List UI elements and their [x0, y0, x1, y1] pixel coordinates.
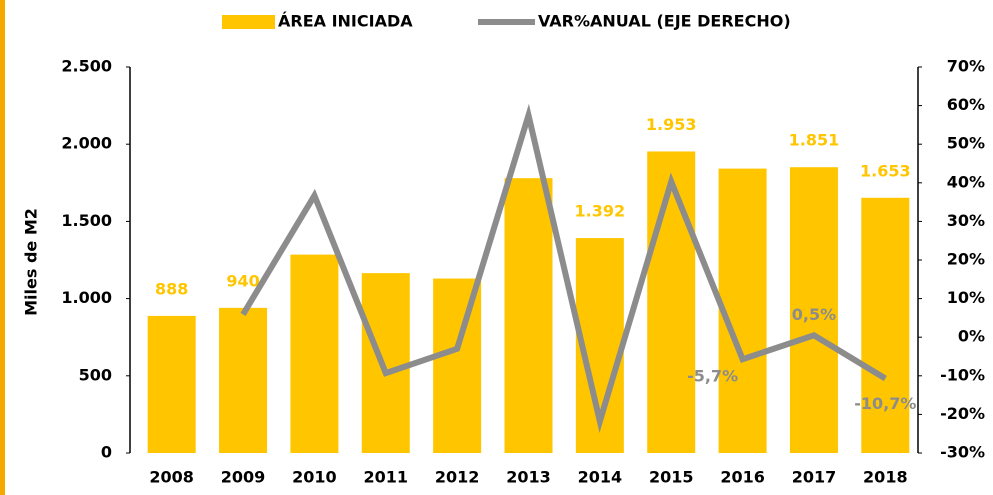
line-value-label: -10,7% — [854, 394, 916, 413]
y2-tick-label: 60% — [947, 95, 985, 114]
x-tick-label: 2017 — [792, 468, 837, 487]
y-tick-label: 2.000 — [61, 134, 112, 153]
side-accent — [0, 0, 5, 495]
y2-tick-label: 50% — [947, 134, 985, 153]
bar-value-label: 1.953 — [646, 115, 697, 134]
bar — [504, 178, 553, 453]
bar — [219, 307, 268, 453]
line — [240, 103, 887, 434]
y-tick-label: 1.500 — [61, 211, 112, 230]
bar-value-label: 940 — [226, 271, 259, 290]
y2-tick-label: 40% — [947, 172, 985, 191]
x-tick-label: 2010 — [292, 468, 337, 487]
y-tick-label: 0 — [101, 443, 112, 462]
bar — [718, 168, 767, 453]
bar-value-label: 1.851 — [789, 131, 840, 150]
bar-value-label: 888 — [155, 279, 188, 298]
bar — [147, 315, 196, 453]
x-tick-label: 2016 — [720, 468, 765, 487]
y2-tick-label: 0% — [958, 327, 985, 346]
y-tick-label: 1.000 — [61, 288, 112, 307]
x-tick-label: 2015 — [649, 468, 694, 487]
bar — [789, 167, 838, 453]
y2-tick-label: -30% — [940, 443, 985, 462]
x-tick-label: 2013 — [506, 468, 551, 487]
y-axis-label: Miles de M2 — [22, 208, 41, 316]
y2-tick-label: 70% — [947, 57, 985, 76]
y2-tick-label: 30% — [947, 211, 985, 230]
y2-tick-label: 10% — [947, 288, 985, 307]
x-tick-label: 2012 — [435, 468, 480, 487]
bar — [647, 151, 696, 454]
x-tick-label: 2018 — [863, 468, 908, 487]
y2-tick-label: 20% — [947, 250, 985, 269]
x-tick-label: 2009 — [221, 468, 266, 487]
bar — [861, 197, 910, 453]
legend-label: VAR%ANUAL (EJE DERECHO) — [538, 12, 791, 31]
line-value-label: 0,5% — [792, 305, 836, 324]
bar — [290, 254, 339, 453]
line-value-label: -5,7% — [687, 367, 738, 386]
legend-swatch — [222, 15, 275, 29]
y-tick-label: 2.500 — [61, 57, 112, 76]
x-tick-label: 2011 — [364, 468, 409, 487]
x-tick-label: 2008 — [149, 468, 194, 487]
x-tick-label: 2014 — [578, 468, 623, 487]
y2-tick-label: -20% — [940, 404, 985, 423]
bar — [433, 278, 482, 453]
bar — [361, 273, 410, 453]
bar-value-label: 1.653 — [860, 161, 911, 180]
y-tick-label: 500 — [79, 365, 112, 384]
legend-label: ÁREA INICIADA — [278, 12, 413, 31]
y2-tick-label: -10% — [940, 365, 985, 384]
bar-value-label: 1.392 — [575, 202, 626, 221]
